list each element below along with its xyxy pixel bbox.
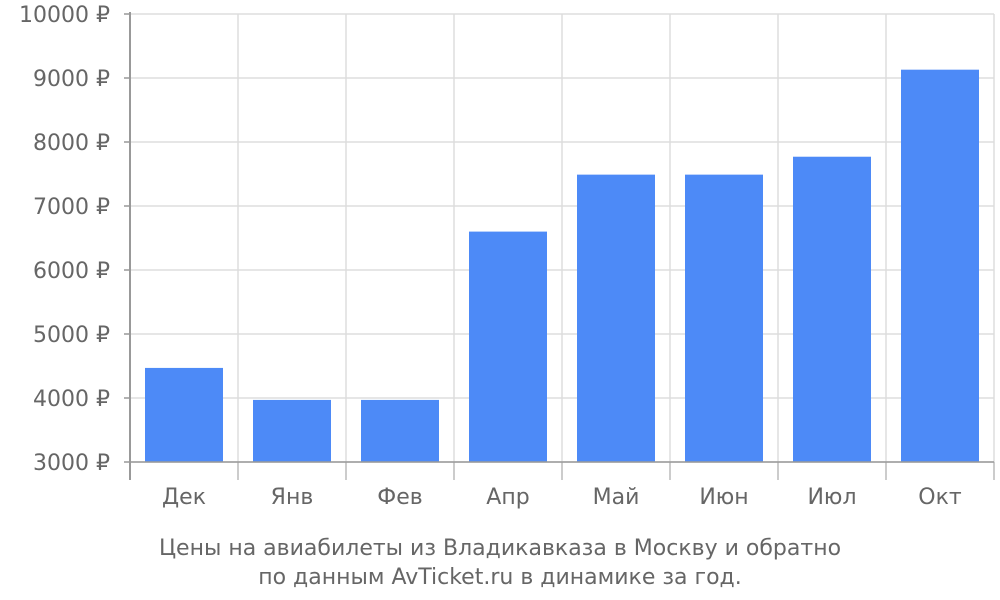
y-tick-label: 10000 ₽	[19, 3, 110, 28]
y-tick-label: 7000 ₽	[33, 195, 110, 220]
y-tick-labels: 3000 ₽ 4000 ₽ 5000 ₽ 6000 ₽ 7000 ₽ 8000 ₽ 9000…	[19, 3, 110, 476]
y-tick-label: 9000 ₽	[33, 67, 110, 92]
y-tick-label: 8000 ₽	[33, 131, 110, 156]
bar-Окт	[901, 69, 979, 463]
bar-Дек	[145, 367, 223, 462]
bar-Июн	[685, 174, 763, 462]
bar-Янв	[253, 399, 331, 462]
caption-line-1: Цены на авиабилеты из Владикавказа в Мос…	[159, 536, 841, 561]
x-tick-label: Янв	[271, 485, 314, 510]
x-tick-label: Фев	[377, 485, 422, 510]
bar-Апр	[469, 231, 547, 462]
grid-lines	[129, 13, 995, 463]
axes	[124, 12, 995, 480]
x-tick-labels: Дек Янв Фев Апр Май Июн Июл Окт	[162, 485, 962, 510]
x-tick-label: Июл	[807, 485, 856, 510]
y-tick-label: 3000 ₽	[33, 451, 110, 476]
caption-line-2: по данным AvTicket.ru в динамике за год.	[258, 565, 742, 590]
bar-Фев	[361, 399, 439, 462]
bars	[145, 69, 979, 463]
bar-Июл	[793, 156, 871, 462]
y-tick-label: 5000 ₽	[33, 323, 110, 348]
x-tick-label: Дек	[162, 485, 206, 510]
y-tick-label: 6000 ₽	[33, 259, 110, 284]
x-tick-label: Май	[593, 485, 640, 510]
y-tick-label: 4000 ₽	[33, 387, 110, 412]
bar-Май	[577, 174, 655, 462]
x-tick-label: Апр	[486, 485, 529, 510]
x-tick-label: Июн	[699, 485, 748, 510]
x-tick-label: Окт	[918, 485, 962, 510]
